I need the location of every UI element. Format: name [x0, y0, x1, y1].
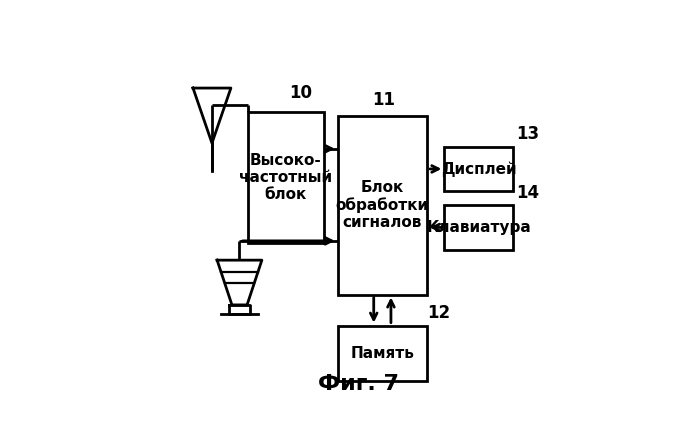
- Text: 12: 12: [427, 304, 450, 322]
- Bar: [338, 116, 427, 295]
- Bar: [248, 112, 324, 243]
- Text: 14: 14: [517, 184, 540, 202]
- Text: Дисплей: Дисплей: [441, 161, 517, 177]
- Text: Клавиатура: Клавиатура: [426, 220, 531, 235]
- Text: Блок
обработки
сигналов: Блок обработки сигналов: [336, 180, 429, 230]
- Text: Фиг. 7: Фиг. 7: [318, 375, 398, 394]
- Bar: [445, 205, 513, 250]
- Bar: [445, 147, 513, 191]
- Text: 13: 13: [517, 125, 540, 143]
- Bar: [338, 325, 427, 381]
- Text: 11: 11: [372, 91, 395, 109]
- Text: Память: Память: [350, 346, 415, 361]
- Text: 10: 10: [289, 84, 312, 102]
- Text: Высоко-
частотный
блок: Высоко- частотный блок: [239, 152, 333, 202]
